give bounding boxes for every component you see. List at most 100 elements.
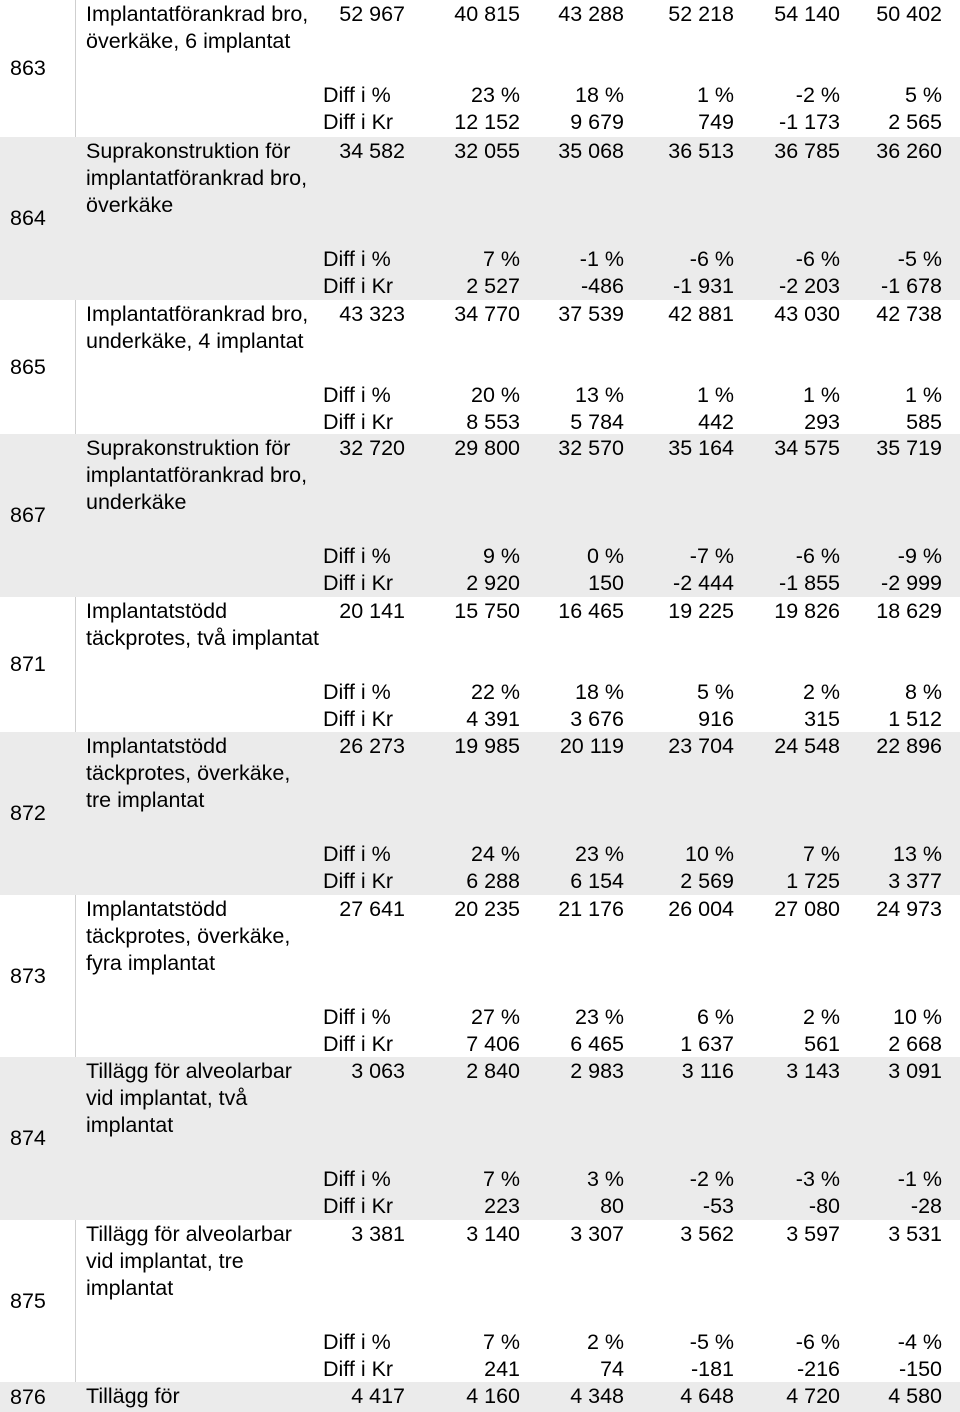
procedure-description: Tillägg för bbox=[86, 1384, 180, 1408]
diff-percent-value: 0 % bbox=[586, 544, 624, 568]
diff-percent-value: -2 % bbox=[689, 1167, 734, 1191]
diff-kr-value: 2 668 bbox=[888, 1032, 942, 1056]
diff-percent-value: -9 % bbox=[897, 544, 942, 568]
diff-kr-value: -53 bbox=[702, 1194, 734, 1218]
diff-percent-value: 3 % bbox=[586, 1167, 624, 1191]
diff-percent-value: 18 % bbox=[574, 680, 624, 704]
procedure-description: Implantatstödd täckprotes, överkäke, fyr… bbox=[86, 897, 291, 975]
table-row: 875 Tillägg för alveolarbar vid implantat… bbox=[0, 1220, 960, 1382]
price-value: 19 225 bbox=[668, 599, 734, 623]
price-value: 3 116 bbox=[681, 1059, 734, 1083]
diff-kr-label: Diff i Kr bbox=[323, 1357, 394, 1381]
price-value: 42 738 bbox=[876, 302, 942, 326]
diff-kr-value: 241 bbox=[484, 1357, 520, 1381]
diff-percent-value: -6 % bbox=[795, 247, 840, 271]
price-value: 34 582 bbox=[339, 139, 405, 163]
diff-percent-value: 8 % bbox=[904, 680, 942, 704]
table-row: 876 Tillägg för 4 417 4 160 4 348 4 648 4 720 4… bbox=[0, 1382, 960, 1412]
diff-percent-value: 13 % bbox=[892, 842, 942, 866]
table-row: 872 Implantatstödd täckprotes, överkäke, … bbox=[0, 732, 960, 895]
diff-percent-label: Diff i % bbox=[323, 1330, 391, 1354]
column-divider bbox=[75, 0, 76, 1412]
diff-kr-value: 315 bbox=[804, 707, 840, 731]
diff-kr-label: Diff i Kr bbox=[323, 110, 394, 134]
diff-kr-value: -216 bbox=[796, 1357, 840, 1381]
price-value: 26 004 bbox=[668, 897, 734, 921]
diff-kr-value: 1 725 bbox=[786, 869, 840, 893]
price-value: 16 465 bbox=[558, 599, 624, 623]
price-value: 36 513 bbox=[668, 139, 734, 163]
diff-percent-value: -1 % bbox=[579, 247, 624, 271]
procedure-description: Implantatförankrad bro, överkäke, 6 impl… bbox=[86, 2, 309, 53]
price-value: 35 719 bbox=[876, 436, 942, 460]
diff-kr-value: -28 bbox=[910, 1194, 942, 1218]
diff-percent-value: 2 % bbox=[802, 680, 840, 704]
price-value: 20 235 bbox=[454, 897, 520, 921]
diff-kr-value: 2 920 bbox=[466, 571, 520, 595]
diff-percent-label: Diff i % bbox=[323, 842, 391, 866]
price-value: 36 260 bbox=[876, 139, 942, 163]
price-value: 4 348 bbox=[570, 1384, 624, 1408]
diff-percent-value: 1 % bbox=[696, 383, 734, 407]
diff-percent-value: 10 % bbox=[892, 1005, 942, 1029]
price-value: 32 570 bbox=[558, 436, 624, 460]
price-value: 4 648 bbox=[680, 1384, 734, 1408]
diff-percent-label: Diff i % bbox=[323, 247, 391, 271]
price-value: 26 273 bbox=[339, 734, 405, 758]
price-value: 35 068 bbox=[558, 139, 624, 163]
diff-percent-value: 23 % bbox=[574, 1005, 624, 1029]
diff-kr-label: Diff i Kr bbox=[323, 869, 394, 893]
diff-percent-label: Diff i % bbox=[323, 383, 391, 407]
diff-kr-value: 293 bbox=[804, 410, 840, 434]
price-value: 43 288 bbox=[558, 2, 624, 26]
procedure-code: 865 bbox=[10, 354, 46, 379]
diff-kr-value: 6 465 bbox=[570, 1032, 624, 1056]
price-value: 18 629 bbox=[876, 599, 942, 623]
diff-percent-label: Diff i % bbox=[323, 1167, 391, 1191]
diff-kr-label: Diff i Kr bbox=[323, 274, 394, 298]
diff-kr-value: 6 288 bbox=[466, 869, 520, 893]
diff-percent-value: 22 % bbox=[470, 680, 520, 704]
diff-kr-label: Diff i Kr bbox=[323, 410, 394, 434]
price-value: 3 063 bbox=[351, 1059, 405, 1083]
procedure-description: Suprakonstruktion för implantatförankrad… bbox=[86, 139, 308, 217]
diff-kr-value: -1 931 bbox=[673, 274, 734, 298]
price-value: 2 983 bbox=[570, 1059, 624, 1083]
diff-percent-value: -5 % bbox=[689, 1330, 734, 1354]
price-value: 32 720 bbox=[339, 436, 405, 460]
diff-percent-value: -6 % bbox=[795, 544, 840, 568]
price-value: 19 826 bbox=[774, 599, 840, 623]
diff-percent-value: 7 % bbox=[482, 1330, 520, 1354]
procedure-description: Implantatförankrad bro, underkäke, 4 imp… bbox=[86, 302, 309, 353]
diff-percent-value: 23 % bbox=[574, 842, 624, 866]
procedure-code: 875 bbox=[10, 1288, 46, 1313]
price-value: 37 539 bbox=[558, 302, 624, 326]
diff-percent-value: -6 % bbox=[689, 247, 734, 271]
price-value: 50 402 bbox=[876, 2, 942, 26]
diff-kr-value: -1 173 bbox=[779, 110, 840, 134]
price-value: 29 800 bbox=[454, 436, 520, 460]
table-row: 864 Suprakonstruktion för implantatförank… bbox=[0, 137, 960, 300]
procedure-code: 874 bbox=[10, 1126, 46, 1150]
procedure-code: 876 bbox=[10, 1384, 46, 1409]
diff-kr-value: 2 565 bbox=[888, 110, 942, 134]
diff-kr-value: 150 bbox=[588, 571, 624, 595]
price-value: 3 562 bbox=[680, 1222, 734, 1246]
diff-kr-value: -2 444 bbox=[673, 571, 734, 595]
diff-percent-value: 6 % bbox=[696, 1005, 734, 1029]
price-value: 36 785 bbox=[774, 139, 840, 163]
price-value: 34 770 bbox=[454, 302, 520, 326]
table-row: 874 Tillägg för alveolarbar vid implantat… bbox=[0, 1057, 960, 1220]
diff-kr-value: -2 999 bbox=[881, 571, 942, 595]
diff-kr-value: 4 391 bbox=[466, 707, 520, 731]
price-value: 4 160 bbox=[466, 1384, 520, 1408]
diff-kr-label: Diff i Kr bbox=[323, 1194, 394, 1218]
diff-percent-value: 7 % bbox=[482, 247, 520, 271]
diff-kr-value: 3 377 bbox=[888, 869, 942, 893]
diff-kr-value: 442 bbox=[698, 410, 734, 434]
diff-percent-label: Diff i % bbox=[323, 1005, 391, 1029]
diff-kr-value: -150 bbox=[898, 1357, 942, 1381]
diff-kr-label: Diff i Kr bbox=[323, 1032, 394, 1056]
price-value: 3 531 bbox=[888, 1222, 942, 1246]
diff-kr-value: -2 203 bbox=[779, 274, 840, 298]
